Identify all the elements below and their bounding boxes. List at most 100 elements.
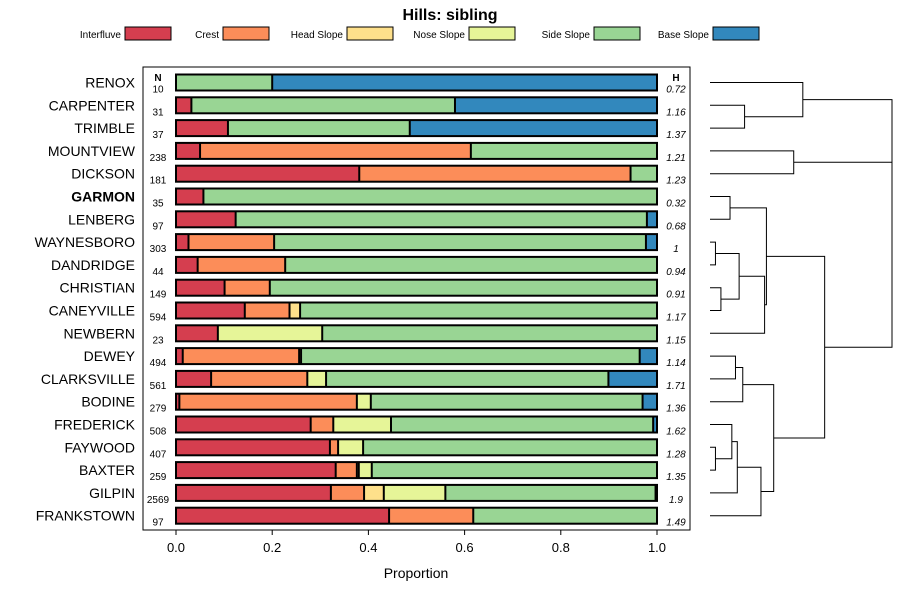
dendrogram-branch bbox=[730, 207, 767, 306]
legend-item-nose-slope: Nose Slope bbox=[413, 26, 516, 41]
row-gilpin: GILPIN 2569 1.9 bbox=[89, 483, 683, 506]
legend-swatch bbox=[222, 26, 270, 41]
bar-segment-side-slope bbox=[227, 120, 410, 137]
row-name-label: FRANKSTOWN bbox=[36, 508, 135, 524]
row-h-value: 0.72 bbox=[666, 85, 686, 96]
row-baxter: BAXTER 259 1.35 bbox=[79, 461, 686, 483]
row-n-value: 37 bbox=[152, 130, 164, 141]
dendrogram-branch bbox=[710, 275, 766, 334]
h-column-header: H bbox=[672, 73, 679, 84]
x-tick-label: 0.2 bbox=[263, 540, 281, 555]
bar-segment-side-slope bbox=[326, 370, 609, 387]
bar-segment-interfluve bbox=[176, 393, 180, 410]
bar-segment-interfluve bbox=[176, 348, 183, 365]
bar-segment-base-slope bbox=[646, 211, 657, 228]
row-caneyville: CANEYVILLE 594 1.17 bbox=[49, 301, 686, 324]
bar-segment-nose-slope bbox=[217, 325, 323, 342]
bar-segment-interfluve bbox=[176, 325, 218, 342]
bar-segment-interfluve bbox=[176, 370, 212, 387]
row-h-value: 0.32 bbox=[666, 199, 686, 210]
bar-segment-side-slope bbox=[203, 188, 658, 205]
row-n-value: 407 bbox=[150, 449, 167, 460]
dendrogram-branch bbox=[793, 99, 893, 163]
row-n-value: 97 bbox=[152, 221, 164, 232]
bar-segment-crest bbox=[389, 507, 474, 524]
row-waynesboro: WAYNESBORO 303 1 bbox=[35, 233, 679, 255]
dendrogram-branch bbox=[710, 355, 736, 380]
bar-outline bbox=[175, 415, 658, 434]
dendrogram-branch bbox=[710, 446, 716, 471]
row-name-label: BAXTER bbox=[79, 462, 135, 478]
row-h-value: 1.16 bbox=[666, 107, 686, 118]
row-trimble: TRIMBLE 37 1.37 bbox=[74, 119, 686, 141]
row-n-value: 35 bbox=[152, 199, 164, 210]
row-n-value: 2569 bbox=[147, 495, 170, 506]
row-dandridge: DANDRIDGE 44 0.94 bbox=[51, 255, 686, 278]
row-dickson: DICKSON 181 1.23 bbox=[71, 164, 686, 187]
chart-title: Hills: sibling bbox=[402, 7, 497, 24]
x-tick-label: 1.0 bbox=[648, 540, 666, 555]
row-name-label: CARPENTER bbox=[49, 97, 135, 113]
dendrogram-branch bbox=[710, 466, 762, 517]
bar-segment-base-slope bbox=[454, 97, 657, 114]
bar-outline bbox=[175, 392, 658, 411]
bar-segment-interfluve bbox=[176, 234, 189, 251]
bar-segment-side-slope bbox=[371, 462, 657, 479]
dendrogram-branch bbox=[710, 241, 716, 266]
x-axis: 0.0 0.2 0.4 0.6 0.8 1.0 bbox=[167, 530, 666, 555]
row-h-value: 1.15 bbox=[666, 335, 686, 346]
bar-segment-side-slope bbox=[322, 325, 657, 342]
row-name-label: GARMON bbox=[71, 189, 135, 205]
bar-segment-side-slope bbox=[300, 302, 657, 319]
bar-segment-interfluve bbox=[176, 484, 331, 501]
bar-segment-interfluve bbox=[176, 302, 245, 319]
row-h-value: 1.49 bbox=[666, 518, 686, 529]
bar-outline bbox=[175, 301, 658, 320]
bar-segment-interfluve bbox=[176, 211, 236, 228]
bar-outline bbox=[175, 141, 658, 160]
row-name-label: NEWBERN bbox=[63, 325, 135, 341]
row-name-label: CLARKSVILLE bbox=[41, 371, 135, 387]
dendrogram-branch bbox=[715, 253, 740, 300]
bar-segment-side-slope bbox=[301, 348, 640, 365]
bar-segment-base-slope bbox=[642, 393, 657, 410]
dendrogram-branch bbox=[742, 384, 775, 492]
legend-swatch bbox=[712, 26, 760, 41]
row-name-label: GILPIN bbox=[89, 485, 135, 501]
row-n-value: 594 bbox=[150, 313, 167, 324]
legend-label: Side Slope bbox=[542, 30, 591, 41]
row-h-value: 1.23 bbox=[666, 176, 686, 187]
row-bodine: BODINE 279 1.36 bbox=[81, 392, 686, 415]
bar-segment-side-slope bbox=[630, 165, 657, 182]
row-n-value: 561 bbox=[150, 381, 167, 392]
row-n-value: 44 bbox=[152, 267, 164, 278]
bar-segment-interfluve bbox=[176, 462, 336, 479]
bar-segment-nose-slope bbox=[383, 484, 446, 501]
bar-segment-crest bbox=[188, 234, 275, 251]
row-h-value: 1.17 bbox=[666, 313, 686, 324]
bar-outline bbox=[175, 483, 658, 502]
row-carpenter: CARPENTER 31 1.16 bbox=[49, 96, 686, 118]
bar-segment-crest bbox=[329, 439, 339, 456]
row-h-value: 1.71 bbox=[666, 381, 685, 392]
row-name-label: LENBERG bbox=[68, 211, 135, 227]
legend-swatch bbox=[593, 26, 641, 41]
bar-outline bbox=[175, 96, 658, 115]
row-name-label: TRIMBLE bbox=[74, 120, 135, 136]
row-mountview: MOUNTVIEW 238 1.21 bbox=[48, 141, 686, 164]
bar-segment-base-slope bbox=[272, 74, 657, 91]
bar-segment-interfluve bbox=[176, 256, 198, 273]
bar-segment-interfluve bbox=[176, 507, 390, 524]
row-name-label: DICKSON bbox=[71, 166, 135, 182]
row-faywood: FAYWOOD 407 1.28 bbox=[64, 438, 686, 460]
row-h-value: 0.68 bbox=[666, 221, 686, 232]
row-name-label: WAYNESBORO bbox=[35, 234, 135, 250]
bar-segment-interfluve bbox=[176, 142, 201, 159]
bar-segment-side-slope bbox=[235, 211, 647, 228]
bar-segment-interfluve bbox=[176, 279, 225, 296]
row-h-value: 1.28 bbox=[666, 449, 686, 460]
bar-outline bbox=[175, 187, 658, 206]
row-n-value: 303 bbox=[150, 244, 167, 255]
bar-segment-head-slope bbox=[289, 302, 301, 319]
bar-segment-interfluve bbox=[176, 439, 330, 456]
